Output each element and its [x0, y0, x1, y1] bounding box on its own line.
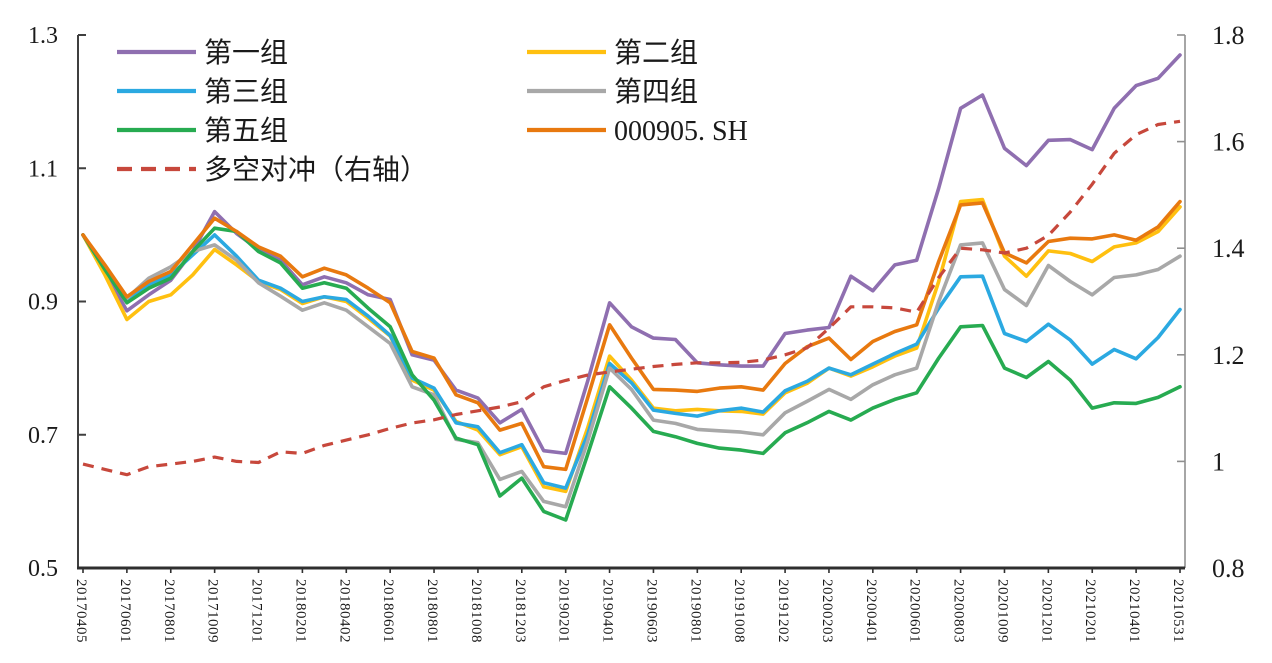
legend-label: 第二组 — [614, 37, 698, 69]
left-axis-tick-label: 0.7 — [28, 423, 58, 449]
x-axis-date-label: 20200401 — [863, 579, 879, 643]
x-axis-date-label: 20170601 — [117, 579, 133, 643]
legend-label: 第一组 — [204, 37, 288, 69]
y-axis-right: 1.8 1.6 1.4 1.2 1 0.8 — [1177, 21, 1245, 583]
legend-item: 第一组 — [117, 37, 288, 69]
right-axis-tick-label: 1 — [1212, 447, 1225, 476]
right-axis-tick-label: 1.4 — [1212, 234, 1245, 263]
x-axis-date-label: 20190201 — [556, 579, 572, 643]
series-line-0 — [81, 53, 1182, 456]
legend-item: 000905. SH — [527, 116, 748, 147]
left-axis-tick-label: 0.9 — [28, 290, 58, 316]
right-axis-tick-label: 1.6 — [1212, 128, 1245, 157]
x-axis-date-label: 20190401 — [600, 579, 616, 643]
x-axis-date-label: 20180402 — [336, 579, 352, 643]
series-line-2 — [81, 233, 1182, 490]
legend-label: 第三组 — [204, 76, 288, 108]
x-axis-date-label: 20180601 — [380, 579, 396, 643]
x-axis-date-label: 20210401 — [1126, 579, 1142, 643]
series-line-5 — [81, 199, 1182, 472]
x-axis-date-label: 20190603 — [643, 579, 659, 643]
y-axis-left: 1.3 1.1 0.9 0.7 0.5 — [28, 23, 86, 582]
right-axis-tick-label: 0.8 — [1212, 554, 1245, 583]
legend-label: 第四组 — [614, 76, 698, 108]
x-axis-date-label: 20171201 — [249, 579, 265, 643]
right-axis-tick-label: 1.8 — [1212, 21, 1245, 50]
series-line-4 — [81, 226, 1182, 522]
x-axis-date-label: 20191202 — [775, 579, 791, 643]
left-axis-tick-label: 0.5 — [28, 556, 58, 582]
legend-item: 多空对冲（右轴） — [117, 154, 428, 186]
x-axis-date-label: 20200203 — [819, 579, 835, 643]
x-axis: 20170405 20170601 20170801 20171009 20171201… — [73, 566, 1186, 643]
x-axis-date-label: 20201201 — [1038, 579, 1054, 643]
x-axis-date-label: 20181203 — [512, 579, 528, 643]
legend-label: 000905. SH — [614, 116, 748, 147]
x-axis-date-label: 20181008 — [468, 579, 484, 643]
x-axis-date-label: 20190801 — [687, 579, 703, 643]
legend-item: 第三组 — [117, 76, 288, 108]
x-axis-date-label: 20201009 — [994, 579, 1010, 643]
legend-item: 第二组 — [527, 37, 698, 69]
x-axis-date-label: 20170405 — [73, 579, 89, 643]
legend-label: 第五组 — [204, 115, 288, 147]
x-axis-date-label: 20180201 — [292, 579, 308, 643]
legend-label: 多空对冲（右轴） — [204, 154, 428, 186]
plot-lines — [81, 53, 1182, 522]
left-axis-tick-label: 1.1 — [28, 156, 58, 182]
x-axis-date-label: 20210531 — [1170, 579, 1186, 643]
x-axis-date-label: 20200601 — [907, 579, 923, 643]
legend-item: 第五组 — [117, 115, 288, 147]
x-axis-date-label: 20210201 — [1082, 579, 1098, 643]
x-axis-date-label: 20191008 — [731, 579, 747, 643]
legend-item: 第四组 — [527, 76, 698, 108]
left-axis-tick-label: 1.3 — [28, 23, 58, 49]
x-axis-date-label: 20171009 — [205, 579, 221, 643]
x-axis-date-label: 20180801 — [424, 579, 440, 643]
x-axis-date-label: 20170801 — [161, 579, 177, 643]
right-axis-tick-label: 1.2 — [1212, 341, 1245, 370]
x-axis-date-label: 20200803 — [951, 579, 967, 643]
series-line-3 — [81, 233, 1182, 509]
